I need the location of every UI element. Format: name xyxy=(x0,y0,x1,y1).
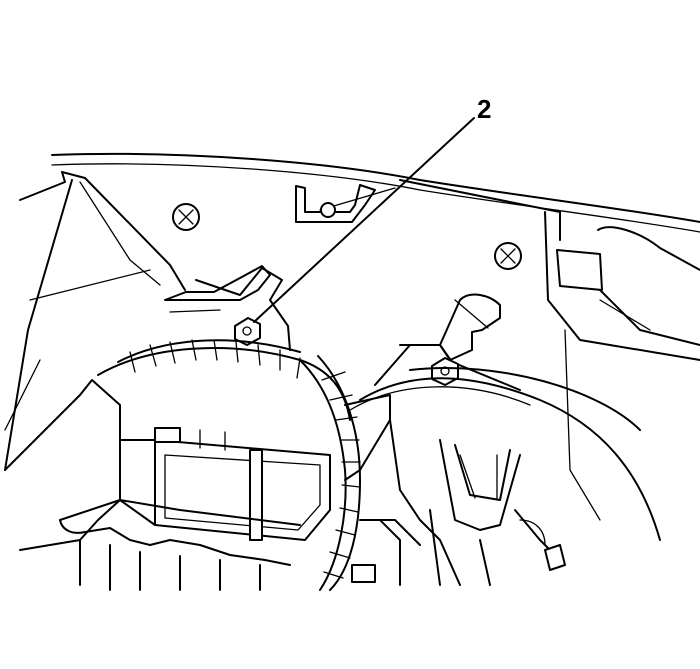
mounting-bracket xyxy=(295,184,376,223)
fastener-left xyxy=(172,203,200,231)
right-mount-bracket xyxy=(374,293,521,391)
mounting-nut-right xyxy=(431,357,459,386)
divider xyxy=(249,449,263,541)
wiring xyxy=(349,367,661,541)
mounting-nut xyxy=(234,317,261,346)
callout-label: 2 xyxy=(477,94,491,124)
left-mount-bracket xyxy=(164,265,291,351)
right-connector xyxy=(556,226,700,346)
leader-line xyxy=(253,117,475,323)
callout-2: 2 xyxy=(253,94,491,323)
hvac-housing xyxy=(4,339,361,591)
tab xyxy=(154,427,181,443)
fastener-right xyxy=(494,242,522,270)
duct-structure xyxy=(344,394,566,586)
stud-nut xyxy=(320,202,336,218)
